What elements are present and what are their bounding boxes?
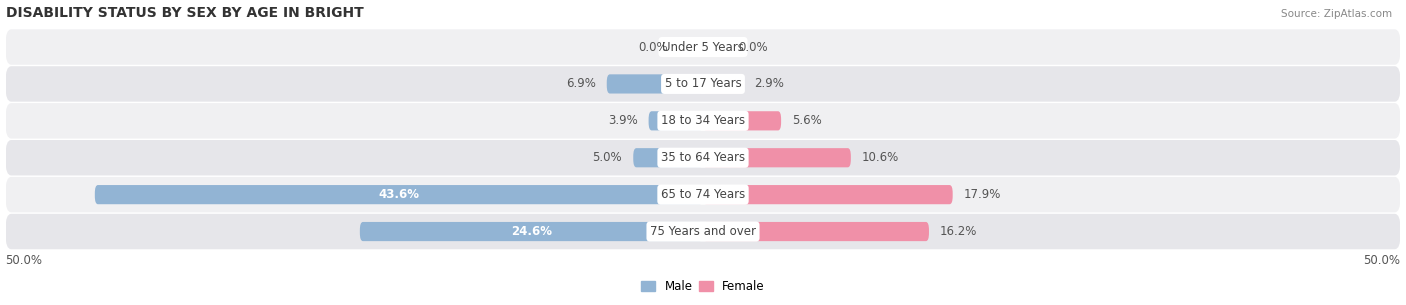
Text: 50.0%: 50.0% bbox=[1364, 254, 1400, 267]
Text: 6.9%: 6.9% bbox=[565, 77, 596, 90]
Text: 18 to 34 Years: 18 to 34 Years bbox=[661, 114, 745, 127]
FancyBboxPatch shape bbox=[607, 74, 703, 94]
FancyBboxPatch shape bbox=[703, 148, 851, 167]
FancyBboxPatch shape bbox=[633, 148, 703, 167]
FancyBboxPatch shape bbox=[6, 214, 1400, 249]
FancyBboxPatch shape bbox=[6, 177, 1400, 212]
FancyBboxPatch shape bbox=[703, 74, 744, 94]
FancyBboxPatch shape bbox=[703, 185, 953, 204]
Text: 2.9%: 2.9% bbox=[755, 77, 785, 90]
Text: 3.9%: 3.9% bbox=[607, 114, 637, 127]
Text: 43.6%: 43.6% bbox=[378, 188, 419, 201]
FancyBboxPatch shape bbox=[648, 111, 703, 131]
Text: 50.0%: 50.0% bbox=[6, 254, 42, 267]
Text: Under 5 Years: Under 5 Years bbox=[662, 41, 744, 54]
Text: 5.0%: 5.0% bbox=[592, 151, 621, 164]
FancyBboxPatch shape bbox=[360, 222, 703, 241]
Text: DISABILITY STATUS BY SEX BY AGE IN BRIGHT: DISABILITY STATUS BY SEX BY AGE IN BRIGH… bbox=[6, 5, 363, 20]
Text: 24.6%: 24.6% bbox=[510, 225, 553, 238]
Text: 16.2%: 16.2% bbox=[941, 225, 977, 238]
FancyBboxPatch shape bbox=[6, 140, 1400, 175]
Text: 75 Years and over: 75 Years and over bbox=[650, 225, 756, 238]
FancyBboxPatch shape bbox=[703, 38, 724, 57]
FancyBboxPatch shape bbox=[703, 111, 782, 131]
FancyBboxPatch shape bbox=[94, 185, 703, 204]
Text: 17.9%: 17.9% bbox=[965, 188, 1001, 201]
Text: 5.6%: 5.6% bbox=[792, 114, 823, 127]
Text: 35 to 64 Years: 35 to 64 Years bbox=[661, 151, 745, 164]
FancyBboxPatch shape bbox=[6, 103, 1400, 138]
Text: Source: ZipAtlas.com: Source: ZipAtlas.com bbox=[1281, 9, 1392, 19]
FancyBboxPatch shape bbox=[682, 38, 703, 57]
Text: 0.0%: 0.0% bbox=[638, 41, 668, 54]
FancyBboxPatch shape bbox=[6, 66, 1400, 102]
Text: 65 to 74 Years: 65 to 74 Years bbox=[661, 188, 745, 201]
Text: 10.6%: 10.6% bbox=[862, 151, 900, 164]
Text: 0.0%: 0.0% bbox=[738, 41, 768, 54]
FancyBboxPatch shape bbox=[703, 222, 929, 241]
FancyBboxPatch shape bbox=[6, 29, 1400, 65]
Text: 5 to 17 Years: 5 to 17 Years bbox=[665, 77, 741, 90]
Legend: Male, Female: Male, Female bbox=[637, 276, 769, 298]
